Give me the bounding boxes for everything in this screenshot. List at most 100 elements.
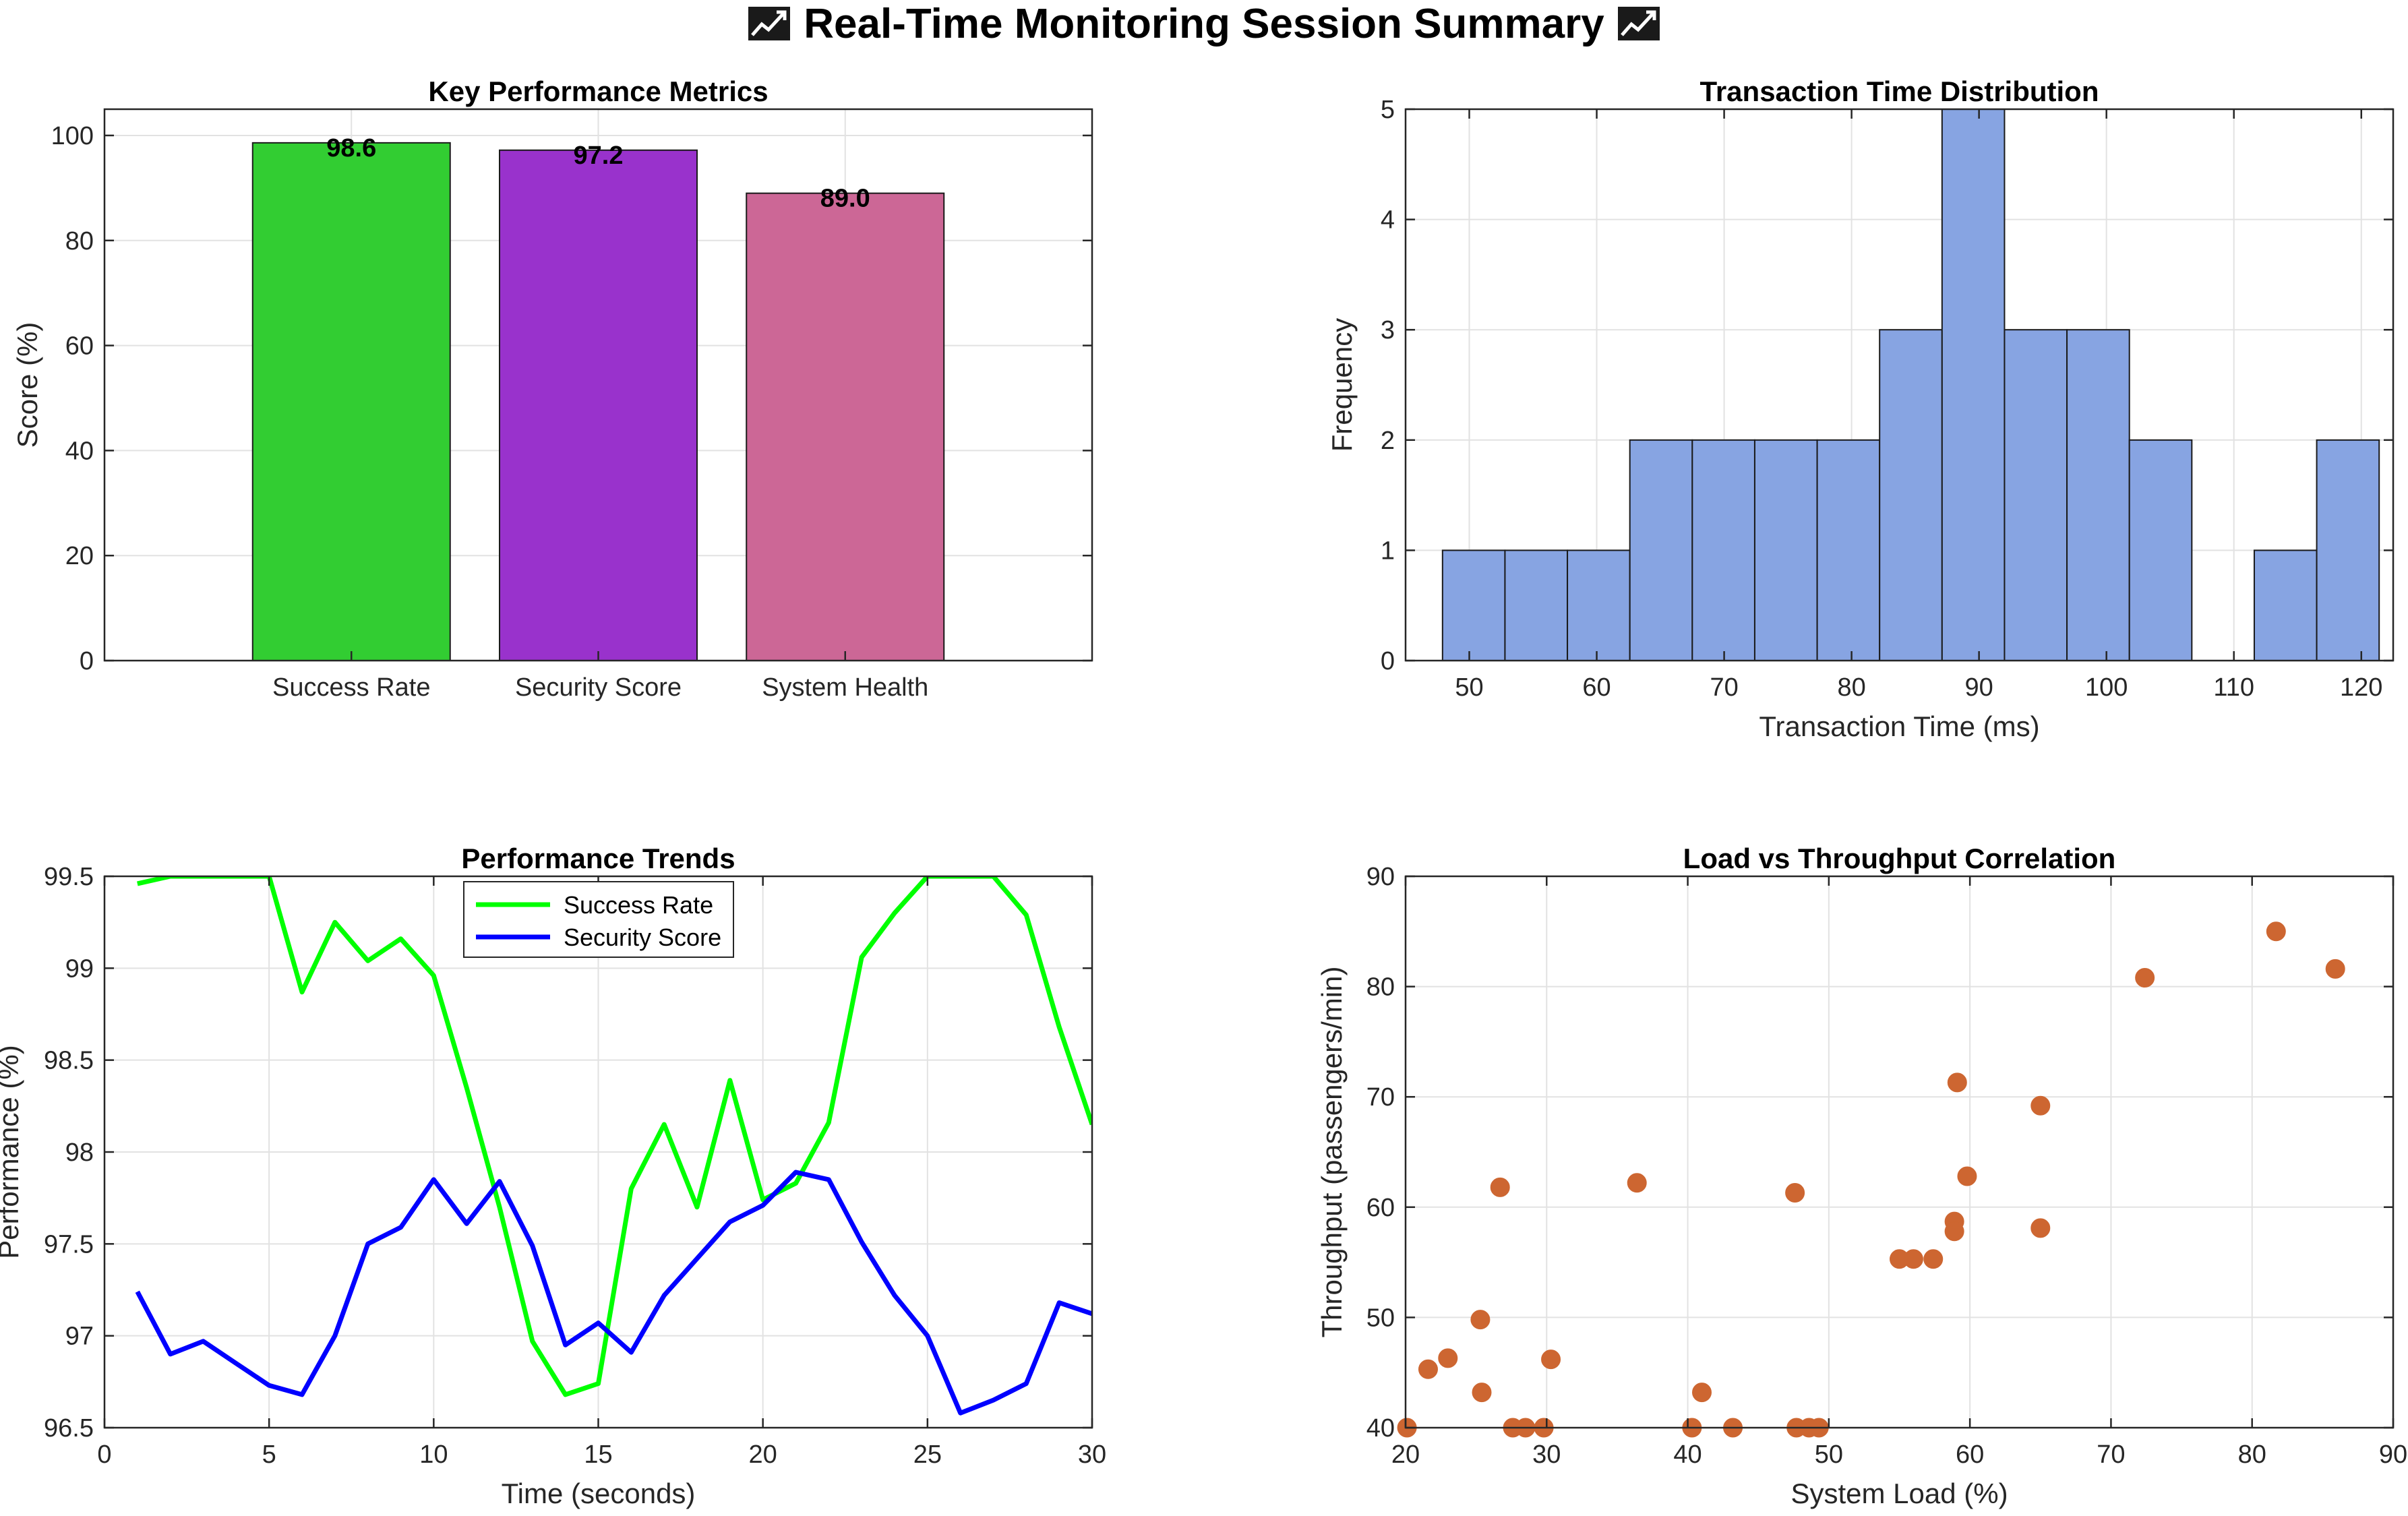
scatter-point: [1923, 1249, 1944, 1269]
x-tick-label: 30: [1078, 1441, 1106, 1469]
y-axis-label: Throughput (passengers/min): [1316, 967, 1348, 1338]
performance-trends-chart: 96.5 97 97.5 98 98.5 99 99.5 0 5 10 15 20 25 30 Perfor…: [0, 843, 1106, 1509]
x-tick-label: 100: [2085, 673, 2128, 702]
x-tick-label: 50: [1455, 673, 1483, 702]
chart-increasing-icon: [748, 7, 791, 40]
histogram-bar: [2004, 329, 2068, 661]
x-tick-label: 120: [2340, 673, 2382, 702]
y-axis-label: Score (%): [11, 322, 43, 448]
y-tick-label: 20: [65, 542, 94, 570]
y-tick-label: 60: [65, 332, 94, 361]
scatter-point: [2266, 921, 2286, 942]
axes-box: [103, 108, 1093, 662]
histogram-bar: [1691, 439, 1755, 661]
scatter-point: [1438, 1348, 1458, 1368]
scatter-point: [1541, 1350, 1561, 1370]
legend-box: [463, 881, 734, 958]
y-tick-label: 90: [1366, 863, 1395, 891]
y-tick-label: 70: [1366, 1083, 1395, 1112]
chart-title: Transaction Time Distribution: [1700, 75, 2099, 107]
x-tick-label: 90: [1965, 673, 1993, 702]
x-tick-label: 20: [1391, 1441, 1420, 1469]
scatter-point: [1627, 1173, 1647, 1193]
y-tick-label: 98.5: [44, 1047, 94, 1075]
load-vs-throughput-chart: 40 50 60 70 80 90 20 30 40 50 60 70 80 90 Load vs Thro…: [1316, 843, 2407, 1509]
x-axis-label: Time (seconds): [502, 1478, 696, 1509]
y-tick-label: 98: [65, 1139, 94, 1167]
histogram-bar: [1567, 549, 1631, 662]
scatter-point: [1944, 1221, 1964, 1242]
histogram-bar: [1941, 109, 2006, 661]
bar-value-label: 98.6: [326, 134, 376, 162]
x-tick-label: 80: [2238, 1441, 2266, 1469]
x-tick-label: 30: [1532, 1441, 1561, 1469]
x-tick-label: 25: [913, 1441, 942, 1469]
plot-area: [1406, 876, 2393, 1428]
series-line-success-rate: [137, 876, 1092, 1397]
axes-box: [1404, 875, 2395, 1429]
scatter-point: [2325, 959, 2345, 979]
histogram-bar: [1441, 549, 1506, 662]
x-tick-label: 70: [2097, 1441, 2125, 1469]
x-tick-label: 20: [749, 1441, 777, 1469]
scatter-point: [1957, 1166, 1977, 1186]
scatter-point: [1785, 1183, 1805, 1203]
series-line-security-score: [135, 1170, 1092, 1416]
x-tick-label: Security Score: [515, 673, 682, 702]
x-tick-label: 50: [1815, 1441, 1843, 1469]
chart-title: Performance Trends: [461, 843, 735, 874]
y-tick-label: 97.5: [44, 1230, 94, 1259]
scatter-point: [1903, 1249, 1923, 1269]
y-tick-label: 97: [65, 1323, 94, 1351]
histogram-bar: [1816, 439, 1881, 661]
scatter-point: [2030, 1095, 2051, 1116]
x-tick-label: 15: [584, 1441, 612, 1469]
x-tick-label: 40: [1673, 1441, 1702, 1469]
scatter-point: [1472, 1383, 1492, 1403]
histogram-bar: [1629, 439, 1693, 661]
page-title: Real-Time Monitoring Session Summary: [804, 0, 1604, 47]
x-tick-label: 0: [97, 1441, 111, 1469]
y-axis-label: Frequency: [1326, 318, 1358, 452]
x-axis-label: System Load (%): [1790, 1478, 2008, 1509]
chart-increasing-icon: [1617, 7, 1660, 40]
histogram-bar: [1879, 329, 1943, 661]
histogram-bar: [1753, 439, 1818, 661]
histogram-bar: [2066, 329, 2130, 661]
chart-title: Key Performance Metrics: [428, 75, 768, 107]
scatter-point: [1470, 1310, 1491, 1330]
legend-label-security-score: Security Score: [564, 923, 721, 951]
y-tick-label: 0: [80, 647, 94, 675]
x-tick-label: 110: [2213, 673, 2254, 702]
y-tick-label: 5: [1381, 96, 1395, 124]
bar-value-label: 97.2: [574, 142, 624, 170]
x-tick-label: 90: [2379, 1441, 2407, 1469]
scatter-point: [1947, 1072, 1967, 1093]
x-tick-label: Success Rate: [272, 673, 430, 702]
bar-system-health: [746, 192, 945, 661]
scatter-point: [1692, 1383, 1712, 1403]
x-tick-label: 60: [1582, 673, 1611, 702]
scatter-point: [1490, 1177, 1510, 1197]
y-tick-label: 50: [1366, 1304, 1395, 1332]
histogram-bar: [2316, 439, 2380, 661]
x-tick-label: 5: [262, 1441, 276, 1469]
y-tick-label: 3: [1381, 316, 1395, 344]
y-tick-label: 40: [1366, 1414, 1395, 1443]
legend-label-success-rate: Success Rate: [564, 891, 713, 919]
histogram-bar: [2128, 439, 2193, 661]
y-tick-label: 99: [65, 954, 94, 983]
legend: Success Rate Security Score: [463, 881, 734, 958]
main-title: Real-Time Monitoring Session Summary: [0, 0, 2408, 47]
y-tick-label: 80: [65, 227, 94, 255]
key-performance-metrics-chart: 98.6 Success Rate 97.2 Security Score 89.0 Sy…: [11, 75, 1093, 702]
scatter-point: [2135, 968, 2155, 988]
bar-value-label: 89.0: [820, 185, 870, 213]
y-tick-label: 2: [1381, 427, 1395, 455]
transaction-time-distribution-chart: 0 1 2 3 4 5 50 60 70 80 90 100 110 120 Transaction Tim…: [1326, 75, 2395, 742]
y-tick-label: 40: [65, 437, 94, 465]
y-tick-label: 1: [1381, 537, 1395, 565]
x-tick-label: System Health: [762, 673, 928, 702]
histogram-bar: [2253, 549, 2318, 662]
x-tick-label: 70: [1710, 673, 1738, 702]
